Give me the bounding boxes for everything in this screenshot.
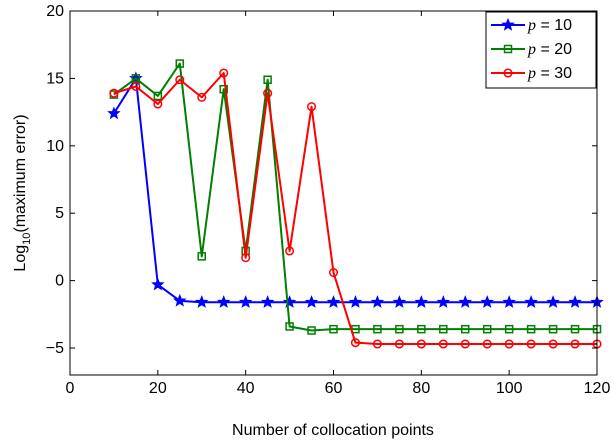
y-tick-label: 20 xyxy=(46,3,64,20)
y-tick-label: 15 xyxy=(46,70,64,87)
x-axis-label: Number of collocation points xyxy=(232,422,434,439)
x-tick-label: 60 xyxy=(325,380,343,397)
y-axis-label: Log10(maximum error) xyxy=(12,114,33,271)
data-point xyxy=(417,324,426,334)
data-point xyxy=(526,339,536,349)
data-point xyxy=(328,267,339,278)
data-point xyxy=(416,339,426,349)
data-point xyxy=(394,339,404,349)
series-layer xyxy=(107,59,604,349)
data-point xyxy=(436,295,451,308)
data-point xyxy=(197,252,206,261)
data-point xyxy=(131,74,141,83)
data-point xyxy=(546,295,560,308)
data-point xyxy=(151,277,165,291)
data-point xyxy=(153,99,163,109)
data-point xyxy=(329,324,338,334)
data-point xyxy=(197,92,207,102)
series-line xyxy=(113,72,597,345)
data-point xyxy=(373,324,382,334)
legend-label: p = 10 xyxy=(527,17,572,34)
data-point xyxy=(570,324,580,334)
legend: p = 10 p = 20 p = 30 xyxy=(485,11,597,89)
data-point xyxy=(414,295,429,308)
data-point xyxy=(524,295,538,308)
data-point xyxy=(307,326,316,335)
data-point xyxy=(482,339,492,349)
y-tick-label: −5 xyxy=(46,340,64,357)
data-point xyxy=(238,295,253,308)
data-point xyxy=(263,75,272,85)
data-point xyxy=(461,324,470,334)
x-tick-label: 20 xyxy=(149,380,167,397)
data-point xyxy=(175,75,185,85)
data-point xyxy=(372,339,382,349)
legend-label: p = 20 xyxy=(527,41,572,58)
x-tick-label: 100 xyxy=(496,380,523,397)
data-point xyxy=(241,253,251,263)
legend-entry: p = 10 xyxy=(491,17,572,34)
data-point xyxy=(285,322,294,331)
data-point xyxy=(504,324,514,334)
data-point xyxy=(263,88,273,98)
data-point xyxy=(282,295,297,308)
data-point xyxy=(194,295,209,308)
data-point xyxy=(504,339,514,349)
data-point xyxy=(219,84,228,94)
legend-marker xyxy=(501,17,515,31)
data-point xyxy=(173,293,187,307)
data-point xyxy=(370,295,385,308)
series-0 xyxy=(107,71,604,308)
y-axis: −5 0 5 10 15 20 xyxy=(46,3,597,357)
data-point xyxy=(395,324,404,334)
legend-marker xyxy=(503,68,513,78)
data-point xyxy=(570,339,580,349)
data-point xyxy=(548,339,558,349)
data-point xyxy=(285,246,295,256)
data-point xyxy=(304,295,319,308)
x-tick-label: 0 xyxy=(66,380,75,397)
data-point xyxy=(438,339,448,349)
data-point xyxy=(219,68,229,78)
data-point xyxy=(175,59,185,68)
series-2 xyxy=(109,68,602,349)
data-point xyxy=(348,295,363,308)
data-point xyxy=(502,295,516,308)
data-point xyxy=(350,338,361,348)
data-point xyxy=(216,295,231,308)
data-point xyxy=(306,102,317,112)
data-point xyxy=(526,324,536,334)
legend-entry: p = 20 xyxy=(491,41,572,58)
series-line xyxy=(113,62,597,332)
legend-entry: p = 30 xyxy=(491,65,572,82)
legend-label: p = 30 xyxy=(527,65,572,82)
data-point xyxy=(107,106,121,120)
data-point xyxy=(482,324,492,334)
y-tick-label: 0 xyxy=(55,273,64,290)
data-point xyxy=(131,81,141,92)
data-point xyxy=(480,295,494,308)
legend-marker xyxy=(503,44,513,54)
data-point xyxy=(326,295,341,308)
x-tick-label: 40 xyxy=(237,380,255,397)
data-point xyxy=(458,295,473,308)
x-tick-label: 120 xyxy=(584,380,611,397)
data-point xyxy=(109,88,119,98)
data-point xyxy=(548,324,558,334)
data-point xyxy=(460,339,470,349)
data-point xyxy=(153,91,163,101)
data-point xyxy=(392,295,407,308)
y-tick-label: 10 xyxy=(46,138,64,155)
data-point xyxy=(439,324,448,334)
x-tick-label: 80 xyxy=(412,380,430,397)
data-point xyxy=(260,295,275,308)
x-axis: 0 20 40 60 80 100 120 xyxy=(66,11,611,397)
data-point xyxy=(568,295,582,308)
y-tick-label: 5 xyxy=(55,205,64,222)
